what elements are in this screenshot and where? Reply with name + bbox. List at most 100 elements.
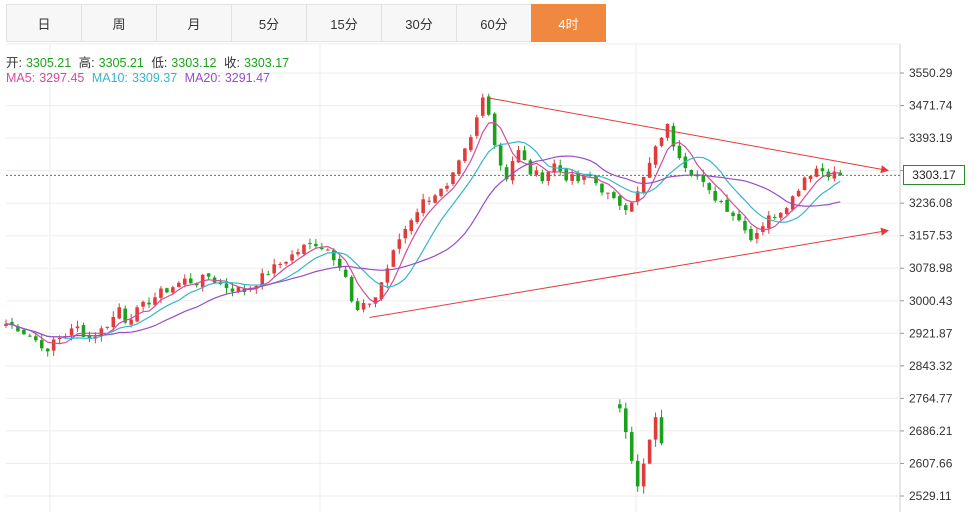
candle-body — [796, 190, 801, 197]
candle-body — [594, 175, 598, 184]
tab-4hour[interactable]: 4时 — [531, 4, 606, 42]
y-tick-label: 3393.19 — [909, 131, 953, 145]
candle-body — [767, 215, 771, 229]
candle-body — [457, 160, 461, 175]
candle-body — [683, 156, 688, 169]
candle-body — [224, 283, 229, 288]
candle-body — [534, 170, 539, 175]
ma20-value: 3291.47 — [224, 71, 270, 85]
candle-body — [373, 297, 378, 304]
candle-body — [689, 170, 694, 175]
candle-body — [540, 172, 545, 182]
candle-body — [367, 303, 372, 305]
candle-body — [111, 316, 116, 327]
candle-body — [99, 328, 104, 337]
ma5-value: 3297.45 — [39, 71, 85, 85]
candle-body — [34, 336, 38, 341]
tab-day[interactable]: 日 — [6, 4, 81, 42]
candle-body — [105, 326, 110, 328]
candle-body — [260, 273, 265, 286]
candle-body — [564, 169, 568, 181]
candle-body — [725, 199, 729, 212]
candle-body — [761, 226, 765, 232]
candle-body — [451, 172, 455, 185]
tab-15min[interactable]: 15分 — [306, 4, 381, 42]
tab-5min[interactable]: 5分 — [231, 4, 306, 42]
candle-body — [480, 97, 485, 116]
candle-body — [391, 250, 396, 267]
y-tick-label: 2843.32 — [909, 359, 953, 373]
ma10-label: MA10: — [91, 71, 128, 85]
candle-body — [171, 287, 175, 293]
tab-month[interactable]: 月 — [156, 4, 231, 42]
candle-body — [141, 301, 145, 307]
ma20-label: MA20: — [184, 71, 221, 85]
ma5-line — [5, 121, 841, 345]
candle-body — [123, 308, 127, 323]
y-tick-label: 3000.43 — [909, 294, 953, 308]
candle-body — [296, 252, 300, 255]
candle-body — [343, 269, 348, 277]
tab-30min[interactable]: 30分 — [381, 4, 456, 42]
candle-body — [653, 146, 658, 165]
candle-body — [445, 185, 449, 189]
ma10-line — [5, 140, 841, 340]
candle-body — [403, 229, 408, 239]
candle-body — [397, 239, 402, 249]
candle-body — [177, 282, 181, 288]
candle-body — [129, 319, 133, 325]
candle-body — [147, 302, 151, 305]
candle-body — [355, 301, 360, 310]
candle-body — [671, 125, 676, 147]
tab-week[interactable]: 周 — [81, 4, 156, 42]
candle-body — [838, 172, 843, 176]
candle-body — [314, 243, 318, 247]
low-value: 3303.12 — [171, 56, 217, 70]
candle-body — [772, 217, 777, 219]
candle-body — [159, 288, 163, 298]
candle-body — [385, 268, 390, 283]
tab-60min[interactable]: 60分 — [456, 4, 531, 42]
candle-body — [582, 175, 586, 181]
candle-body — [415, 212, 419, 223]
candle-body — [326, 249, 330, 251]
candle-body — [618, 196, 622, 206]
ma-readout: MA5: 3297.45 MA10: 3309.37 MA20: 3291.47 — [6, 71, 274, 85]
candle-body — [409, 220, 414, 231]
candle-body — [743, 220, 747, 231]
candle-body — [463, 148, 467, 162]
candle-body — [475, 117, 479, 136]
ma20-line — [5, 155, 841, 338]
y-tick-label: 2764.77 — [909, 391, 953, 405]
ohlc-readout: 开: 3305.21 高: 3305.21 低: 3303.12 收: 3303.17 — [6, 52, 293, 71]
candle-body — [623, 408, 628, 433]
candle-body — [546, 171, 551, 181]
trend-line — [369, 227, 889, 319]
candle-body — [337, 258, 342, 268]
candle-body — [421, 199, 425, 214]
candle-body — [808, 176, 813, 179]
candle-body — [504, 167, 509, 180]
candle-body — [635, 191, 640, 202]
close-value: 3303.17 — [243, 56, 290, 70]
y-tick-label: 2529.11 — [909, 489, 952, 503]
open-value: 3305.21 — [25, 56, 72, 70]
candle-body — [45, 348, 50, 352]
candle-body — [57, 338, 62, 340]
candle-body — [629, 432, 634, 461]
y-tick-label: 2686.21 — [909, 424, 953, 438]
candle-body — [28, 335, 32, 337]
candle-body — [629, 202, 634, 212]
y-tick-label: 3471.74 — [909, 99, 953, 113]
candle-body — [641, 463, 646, 487]
candle-body — [75, 326, 80, 329]
candle-body — [516, 150, 521, 163]
candle-body — [117, 307, 122, 319]
candle-body — [600, 183, 604, 193]
candle-body — [647, 439, 652, 464]
candle-body — [486, 96, 491, 115]
candle-body — [498, 145, 503, 166]
candle-body — [528, 160, 533, 175]
candle-body — [737, 213, 741, 221]
candle-body — [653, 417, 658, 440]
